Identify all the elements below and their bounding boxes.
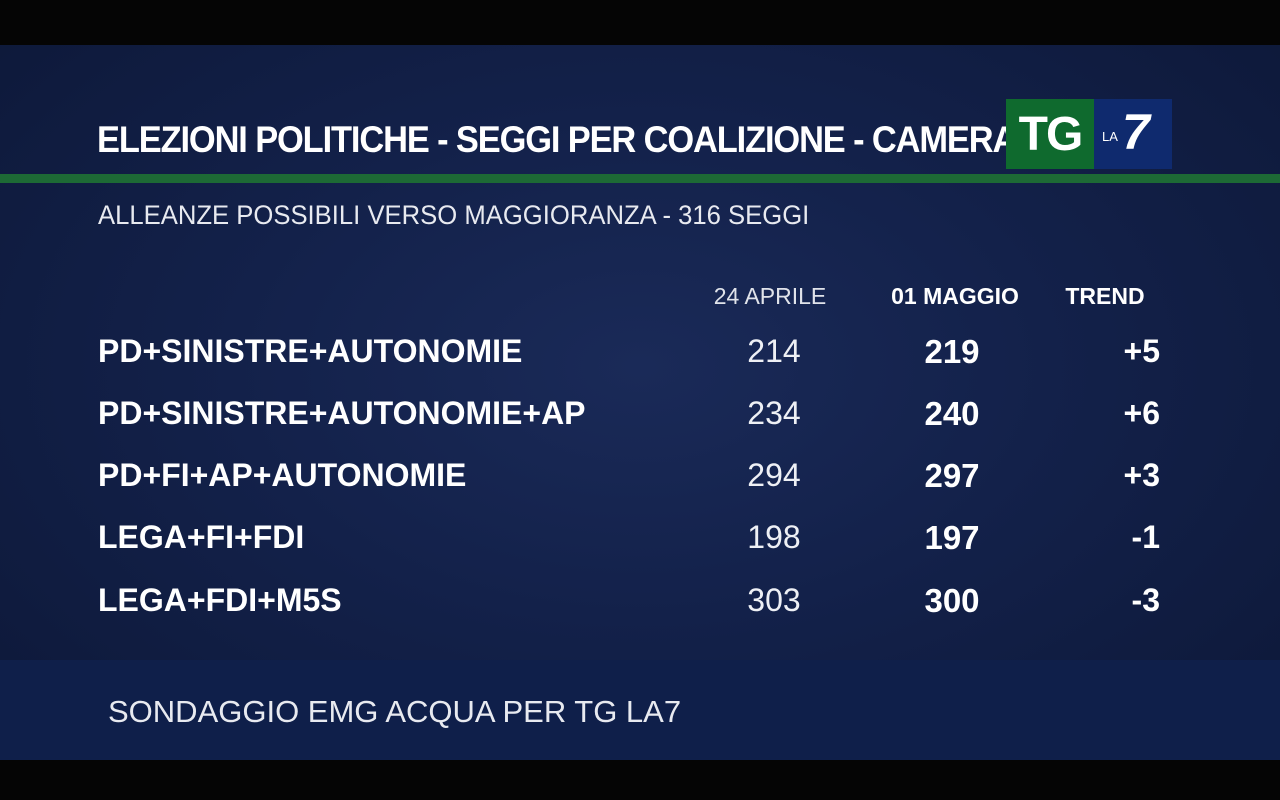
coalition-label: PD+FI+AP+AUTONOMIE bbox=[98, 457, 467, 493]
logo-tg-text: TG bbox=[1006, 99, 1094, 169]
table-row: PD+SINISTRE+AUTONOMIE+AP 234 240 +6 bbox=[0, 395, 1280, 451]
seats-trend: -3 bbox=[1131, 582, 1160, 618]
seats-24-aprile: 303 bbox=[747, 582, 801, 618]
seats-01-maggio: 197 bbox=[924, 519, 980, 556]
seats-24-aprile: 198 bbox=[747, 519, 801, 555]
column-header-trend: TREND bbox=[1065, 283, 1145, 309]
table-row: PD+SINISTRE+AUTONOMIE 214 219 +5 bbox=[0, 333, 1280, 389]
seats-01-maggio: 240 bbox=[924, 395, 980, 432]
table-row: LEGA+FI+FDI 198 197 -1 bbox=[0, 519, 1280, 575]
logo-la7-block: LA 7 bbox=[1094, 99, 1172, 169]
logo-seven-text: 7 bbox=[1122, 104, 1150, 160]
coalition-label: PD+SINISTRE+AUTONOMIE bbox=[98, 333, 523, 369]
coalition-label: PD+SINISTRE+AUTONOMIE+AP bbox=[98, 395, 586, 431]
table-row: PD+FI+AP+AUTONOMIE 294 297 +3 bbox=[0, 457, 1280, 513]
poll-source: SONDAGGIO EMG ACQUA PER TG LA7 bbox=[108, 694, 682, 729]
logo-la-text: LA bbox=[1102, 129, 1118, 144]
seats-24-aprile: 294 bbox=[747, 457, 801, 493]
footer-band bbox=[0, 660, 1280, 760]
broadcast-graphic: ELEZIONI POLITICHE - SEGGI PER COALIZION… bbox=[0, 45, 1280, 760]
graphic-subtitle: ALLEANZE POSSIBILI VERSO MAGGIORANZA - 3… bbox=[98, 200, 810, 230]
column-header-01-maggio: 01 MAGGIO bbox=[891, 283, 1019, 309]
seats-24-aprile: 214 bbox=[747, 333, 801, 369]
seats-trend: +6 bbox=[1123, 395, 1160, 431]
title-divider bbox=[0, 174, 1280, 183]
seats-01-maggio: 219 bbox=[924, 333, 980, 370]
tg-la7-logo: TG LA 7 bbox=[1006, 99, 1172, 169]
column-header-24-aprile: 24 APRILE bbox=[713, 283, 827, 309]
seats-01-maggio: 297 bbox=[924, 457, 980, 494]
seats-trend: +3 bbox=[1123, 457, 1160, 493]
table-row: LEGA+FDI+M5S 303 300 -3 bbox=[0, 582, 1280, 638]
seats-trend: -1 bbox=[1131, 519, 1160, 555]
coalition-label: LEGA+FI+FDI bbox=[98, 519, 305, 555]
graphic-title: ELEZIONI POLITICHE - SEGGI PER COALIZION… bbox=[97, 119, 1017, 160]
seats-01-maggio: 300 bbox=[924, 582, 980, 619]
coalition-label: LEGA+FDI+M5S bbox=[98, 582, 342, 618]
seats-24-aprile: 234 bbox=[747, 395, 801, 431]
seats-trend: +5 bbox=[1123, 333, 1160, 369]
